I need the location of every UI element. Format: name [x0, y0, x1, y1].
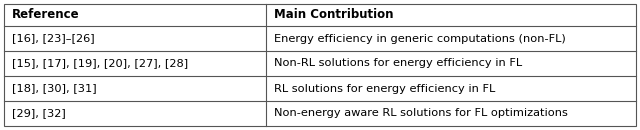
Text: [18], [30], [31]: [18], [30], [31] — [12, 83, 97, 93]
Text: [16], [23]–[26]: [16], [23]–[26] — [12, 34, 95, 44]
Text: RL solutions for energy efficiency in FL: RL solutions for energy efficiency in FL — [275, 83, 495, 93]
Text: Non-energy aware RL solutions for FL optimizations: Non-energy aware RL solutions for FL opt… — [275, 109, 568, 119]
Text: [15], [17], [19], [20], [27], [28]: [15], [17], [19], [20], [27], [28] — [12, 58, 188, 69]
Text: Non-RL solutions for energy efficiency in FL: Non-RL solutions for energy efficiency i… — [275, 58, 522, 69]
Text: Energy efficiency in generic computations (non-FL): Energy efficiency in generic computation… — [275, 34, 566, 44]
Text: Main Contribution: Main Contribution — [275, 8, 394, 21]
Text: [29], [32]: [29], [32] — [12, 109, 66, 119]
Text: Reference: Reference — [12, 8, 79, 21]
